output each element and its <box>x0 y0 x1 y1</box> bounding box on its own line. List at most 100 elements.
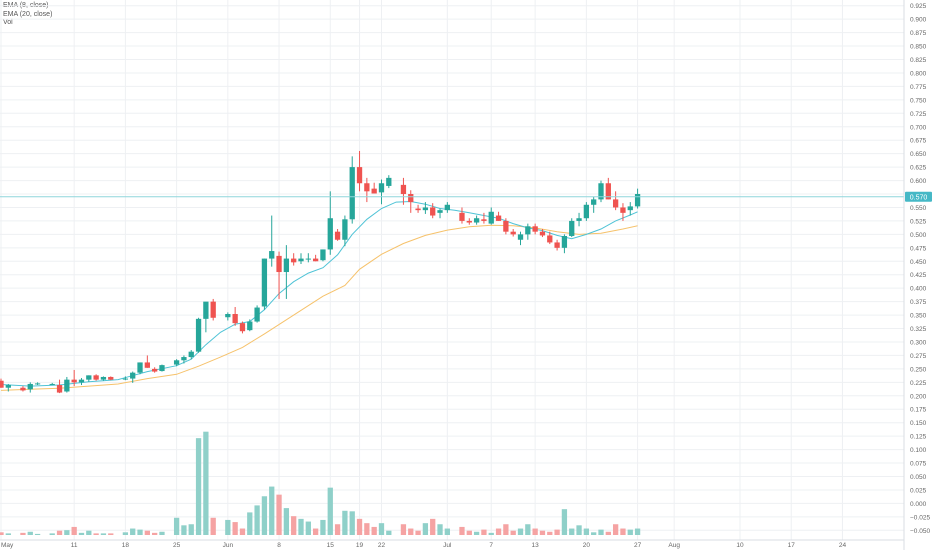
volume-bar <box>583 528 590 535</box>
price-tick-label: 0.825 <box>910 57 927 64</box>
time-tick-label: 18 <box>122 542 130 549</box>
last-price-label-bg <box>905 191 932 202</box>
candle-body <box>576 218 582 221</box>
candle-body <box>276 255 282 273</box>
volume-bar <box>627 529 633 535</box>
price-tick-label: 0.300 <box>910 339 927 346</box>
volume-bar <box>137 529 143 535</box>
candle-body <box>400 184 407 195</box>
candle-body <box>144 362 150 368</box>
candle-body <box>283 258 290 273</box>
candle-body <box>78 379 85 383</box>
volume-bar <box>108 533 114 535</box>
price-tick-label: 0.875 <box>910 30 927 37</box>
volume-bar <box>591 532 597 535</box>
candle-body <box>634 194 641 207</box>
volume-bar <box>130 528 136 535</box>
time-tick-label: 20 <box>583 542 591 549</box>
volume-bars <box>0 431 641 535</box>
volume-bar <box>495 528 502 535</box>
candle-body <box>71 379 77 383</box>
candle-body <box>422 207 429 211</box>
price-tick-label: 0.800 <box>910 70 927 77</box>
volume-bar <box>364 523 370 535</box>
time-tick-label: May <box>1 542 14 549</box>
price-tick-label: 0.450 <box>910 259 927 266</box>
volume-bar <box>620 528 626 535</box>
volume-bar <box>144 530 150 535</box>
candle-body <box>5 385 11 388</box>
price-tick-label: 0.750 <box>910 97 927 104</box>
volume-bar <box>547 531 553 535</box>
price-tick-label: 0.600 <box>910 178 927 185</box>
volume-bar <box>247 512 253 535</box>
price-tick-label: 0.700 <box>910 124 927 131</box>
volume-bar <box>634 528 641 535</box>
candle-body <box>612 199 619 208</box>
legend-ema20: EMA (20, close) <box>3 10 53 18</box>
volume-bar <box>430 518 436 535</box>
candle-body <box>327 218 333 250</box>
volume-bar <box>5 533 11 535</box>
price-tick-label: 0.500 <box>910 232 927 239</box>
price-tick-label: 0.775 <box>910 84 927 91</box>
volume-bar <box>386 530 392 535</box>
price-tick-label: 0.075 <box>910 461 927 468</box>
time-tick-label: 10 <box>736 542 744 549</box>
candle-body <box>473 218 480 223</box>
price-tick-label: 0.850 <box>910 44 927 51</box>
price-axis[interactable]: 0.925 0.900 0.875 0.850 0.825 0.800 0.775 0.750… <box>903 0 930 550</box>
candle-body <box>334 231 341 240</box>
volume-bar <box>466 530 472 535</box>
candle-body <box>591 199 597 205</box>
time-tick-label: Jul <box>443 542 452 549</box>
volume-bar <box>64 530 70 535</box>
price-tick-label: 0.050 <box>910 474 927 481</box>
candle-body <box>181 357 187 361</box>
time-axis[interactable]: May 11 18 25 Jun 8 15 19 22 Jul 7 13 20 27 Aug 10 17 24 <box>0 539 904 549</box>
candle-body <box>225 314 231 318</box>
ema8-line <box>0 200 638 387</box>
time-tick-label: 13 <box>532 542 540 549</box>
price-tick-label: 0.525 <box>910 218 927 225</box>
volume-bar <box>269 486 275 535</box>
time-tick-label: 19 <box>356 542 364 549</box>
candle-body <box>437 210 443 213</box>
volume-bar <box>320 519 326 535</box>
volume-bar <box>312 528 319 535</box>
volume-bar <box>554 529 560 535</box>
price-tick-label: 0.475 <box>910 245 927 252</box>
price-tick-label: 0.000 <box>910 501 927 508</box>
candle-body <box>605 183 611 200</box>
candle-body <box>34 383 41 385</box>
volume-bar <box>561 509 568 535</box>
volume-bar <box>173 517 180 535</box>
volume-bar <box>481 529 487 535</box>
volume-bar <box>261 496 268 535</box>
ema8-path <box>0 200 638 387</box>
volume-bar <box>225 519 231 535</box>
price-tick-label: 0.275 <box>910 353 927 360</box>
volume-bar <box>488 532 494 535</box>
price-tick-label: 0.900 <box>910 17 927 24</box>
candle-body <box>583 204 590 219</box>
volume-bar <box>356 518 363 535</box>
candle-body <box>503 220 509 232</box>
candle-body <box>247 321 253 331</box>
candle-body <box>93 375 99 380</box>
volume-bar <box>437 524 443 535</box>
price-tick-label: 0.225 <box>910 380 927 387</box>
volume-bar <box>71 526 77 535</box>
time-tick-label: 25 <box>173 542 181 549</box>
price-tick-label: 0.350 <box>910 313 927 320</box>
candle-body <box>298 258 304 262</box>
volume-bar <box>34 533 41 535</box>
volume-bar <box>612 524 619 535</box>
time-tick-label: 15 <box>327 542 335 549</box>
price-tick-label: 0.100 <box>910 447 927 454</box>
candle-body <box>261 258 268 307</box>
candle-body <box>305 258 311 260</box>
candle-body <box>108 376 114 380</box>
candles <box>0 150 641 394</box>
